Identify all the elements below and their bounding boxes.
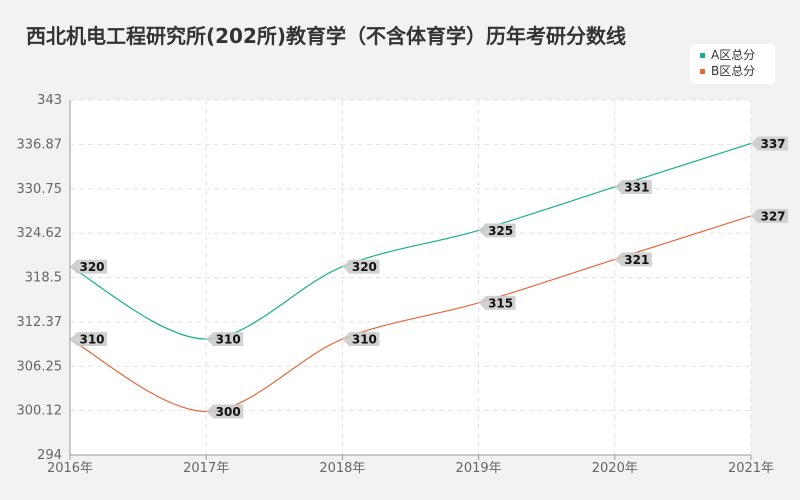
x-tick-label: 2016年 [47,461,93,476]
data-label-text: 300 [216,405,241,419]
data-label-bg [70,259,107,274]
data-label: 325 [478,223,516,238]
data-label-bg [478,295,516,310]
data-label: 327 [751,208,788,223]
data-label: 320 [70,259,107,274]
x-tick-label: 2021年 [728,461,774,476]
data-label-text: 325 [488,224,513,238]
data-label-text: 327 [760,209,785,223]
chart-title: 西北机电工程研究所(202所)教育学（不含体育学）历年考研分数线 [26,24,627,48]
data-label: 331 [614,179,652,194]
data-label-bg [70,332,107,347]
y-tick-label: 336.87 [17,137,63,152]
data-label: 310 [70,332,107,347]
y-tick-label: 318.5 [25,271,62,286]
data-label-bg [478,223,516,238]
data-label: 300 [206,404,244,419]
y-tick-label: 312.37 [17,315,63,330]
data-label-text: 320 [79,260,104,274]
data-label-bg [614,252,652,267]
x-tick-label: 2020年 [592,461,638,476]
x-tick-label: 2017年 [183,461,229,476]
data-label-text: 315 [488,296,513,310]
y-tick-label: 343 [37,93,62,108]
data-label-bg [206,332,244,347]
data-label-text: 310 [352,333,377,347]
data-label-bg [342,259,380,274]
y-tick-label: 330.75 [17,182,63,197]
y-tick-label: 324.62 [17,226,63,241]
x-tick-label: 2019年 [456,461,502,476]
legend-label: B区总分 [711,64,755,78]
data-label-bg [614,179,652,194]
data-label-text: 320 [352,260,377,274]
data-label: 315 [478,295,516,310]
data-label: 310 [342,332,380,347]
data-label: 321 [614,252,652,267]
data-label: 320 [342,259,380,274]
data-label-bg [751,136,788,151]
data-label: 337 [751,136,788,151]
x-tick-label: 2018年 [319,461,365,476]
y-tick-label: 294 [37,448,62,463]
y-tick-label: 306.25 [17,359,63,374]
data-label-text: 321 [624,253,649,267]
data-label-text: 310 [216,333,241,347]
legend-box [690,44,775,84]
legend: A区总分 B区总分 [690,44,775,84]
data-label-bg [751,208,788,223]
legend-swatch [700,53,705,58]
data-label: 310 [206,332,244,347]
y-tick-label: 300.12 [17,404,63,419]
legend-swatch [700,69,705,74]
data-label-text: 310 [79,333,104,347]
data-label-text: 337 [760,137,785,151]
data-label-bg [342,332,380,347]
data-label-bg [206,404,244,419]
legend-label: A区总分 [711,48,755,62]
data-label-text: 331 [624,180,649,194]
